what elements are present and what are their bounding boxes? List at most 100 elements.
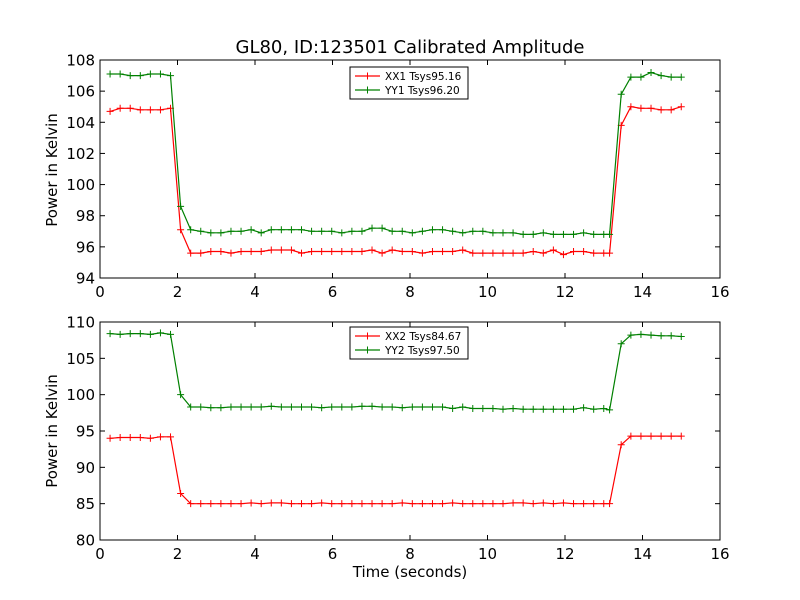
data-point-0-1-41 [519,230,527,238]
data-point-1-0-27 [378,500,386,508]
data-point-0-0-15 [257,248,265,256]
data-point-0-0-54 [647,104,655,112]
data-point-0-0-41 [519,249,527,257]
data-point-0-0-39 [499,249,507,257]
data-point-1-0-45 [559,499,567,507]
data-point-1-1-14 [247,403,255,411]
data-point-0-0-22 [328,248,336,256]
data-point-0-1-6 [167,72,175,80]
data-point-0-1-15 [257,229,265,237]
data-point-0-1-14 [247,226,255,234]
x-tick-label-1-1: 2 [173,545,183,563]
data-point-1-1-53 [637,330,645,338]
data-point-1-1-8 [187,403,195,411]
data-point-1-0-41 [519,499,527,507]
x-tick-label-0-0: 0 [95,283,105,301]
data-point-1-1-57 [677,333,685,341]
data-point-0-1-38 [489,229,497,237]
x-tick-label-0-3: 6 [328,283,338,301]
ylabel-top: Power in Kelvin [43,113,61,227]
data-point-1-0-44 [549,500,557,508]
data-point-0-0-12 [227,249,235,257]
data-point-1-1-44 [549,405,557,413]
legend-box-1 [349,326,469,360]
data-point-0-1-12 [227,227,235,235]
data-point-1-0-31 [418,500,426,508]
data-point-0-0-48 [590,249,598,257]
data-point-1-0-4 [146,434,154,442]
data-point-0-1-42 [529,230,537,238]
data-point-1-1-45 [559,405,567,413]
data-point-0-0-9 [197,249,205,257]
data-point-1-1-23 [338,403,346,411]
data-point-1-0-47 [580,500,588,508]
data-point-1-1-34 [449,404,457,412]
data-point-1-0-12 [227,500,235,508]
data-point-1-1-5 [156,329,164,337]
y-tick-label-0-3: 100 [66,176,95,194]
data-point-1-1-37 [479,404,487,412]
data-point-0-0-45 [559,251,567,259]
data-point-0-1-43 [539,229,547,237]
data-point-0-0-0 [106,107,114,115]
data-point-1-1-30 [408,403,416,411]
data-point-0-1-25 [358,227,366,235]
data-point-1-1-31 [418,403,426,411]
data-point-0-1-2 [126,72,134,80]
x-tick-label-1-8: 16 [710,545,729,563]
data-point-1-0-32 [428,500,436,508]
data-point-0-0-21 [318,248,326,256]
data-point-0-0-27 [378,249,386,257]
data-point-1-0-25 [358,500,366,508]
data-point-0-1-45 [559,230,567,238]
data-point-1-0-22 [328,500,336,508]
data-point-1-0-20 [308,500,316,508]
data-point-1-0-48 [590,500,598,508]
data-point-1-0-5 [156,433,164,441]
data-point-0-1-23 [338,229,346,237]
data-point-1-0-9 [197,500,205,508]
data-point-1-0-29 [398,499,406,507]
series-line-1-0 [110,435,682,505]
data-point-1-1-6 [167,330,175,338]
data-point-1-1-17 [277,403,285,411]
data-point-0-1-30 [408,229,416,237]
data-point-1-0-0 [106,434,114,442]
data-point-0-1-28 [388,227,396,235]
data-point-1-1-48 [590,405,598,413]
data-point-1-1-47 [580,404,588,412]
data-point-0-1-21 [318,227,326,235]
data-point-0-0-26 [368,246,376,254]
x-tick-label-0-6: 12 [555,283,574,301]
data-point-1-0-16 [267,499,275,507]
data-point-1-0-23 [338,500,346,508]
data-point-0-0-18 [287,246,295,254]
data-point-1-1-15 [257,403,265,411]
data-point-0-1-37 [479,227,487,235]
data-point-1-0-28 [388,500,396,508]
data-point-1-0-37 [479,500,487,508]
y-tick-label-1-0: 80 [76,532,95,550]
data-point-1-0-33 [439,500,447,508]
data-point-1-1-2 [126,330,134,338]
data-point-1-0-55 [657,432,665,440]
data-point-0-1-57 [677,73,685,81]
top-panel: Power in Kelvin 0 2 4 6 8 10 12 14 16 94 96 98 100 10… [43,52,730,302]
data-point-0-1-32 [428,226,436,234]
data-point-0-1-46 [570,230,578,238]
data-point-1-0-21 [318,499,326,507]
data-point-0-1-19 [298,226,305,234]
y-tick-label-0-2: 98 [76,207,95,225]
data-point-0-1-11 [217,229,225,237]
data-point-1-0-3 [136,434,144,442]
data-point-1-0-51 [617,441,625,449]
legend-label-0-1: YY1 Tsys96.20 [384,85,460,97]
data-point-1-1-12 [227,403,235,411]
data-point-1-0-38 [489,500,497,508]
ylabel-bottom: Power in Kelvin [43,374,61,488]
data-point-1-0-50 [606,500,614,508]
y-tick-label-0-5: 104 [66,114,95,132]
data-point-0-1-47 [580,229,588,237]
data-point-0-0-1 [116,104,124,112]
